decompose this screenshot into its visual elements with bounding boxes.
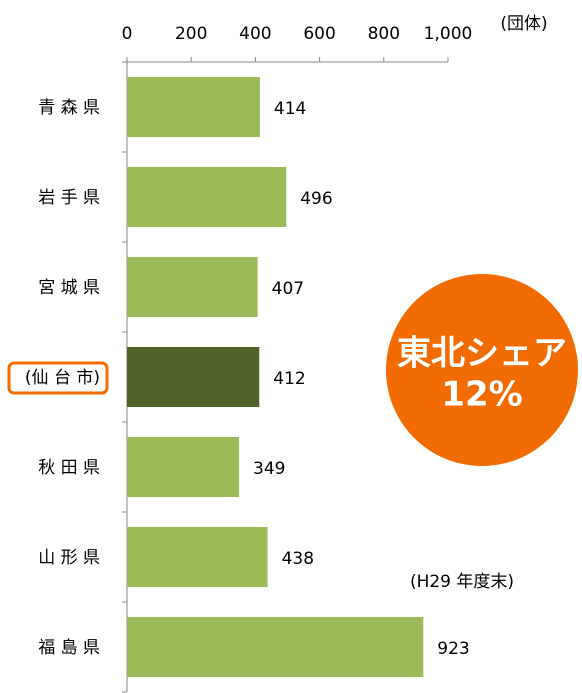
y-tick-label: 岩 手 県 [38, 188, 100, 208]
bar [127, 77, 260, 137]
y-tick-label: 宮 城 県 [38, 278, 100, 298]
unit-label: (団体) [500, 14, 547, 34]
value-label: 923 [437, 639, 469, 659]
x-tick-label: 0 [122, 24, 133, 44]
bar [127, 437, 240, 497]
x-tick-label: 1,000 [424, 24, 473, 44]
bar [127, 527, 268, 587]
y-tick-label: (仙 台 市) [25, 368, 100, 388]
annotation: 東北シェア [397, 334, 567, 374]
y-tick-label: 秋 田 県 [38, 458, 100, 478]
annotation: 12% [441, 375, 522, 415]
value-label: 438 [282, 549, 314, 569]
bar [127, 167, 287, 227]
annotation-circle [386, 274, 578, 466]
y-tick-label: 山 形 県 [38, 548, 100, 568]
bar [127, 347, 260, 407]
value-label: 412 [273, 369, 305, 389]
highlight-box [7, 361, 109, 395]
x-tick-label: 400 [239, 24, 271, 44]
value-label: 496 [300, 189, 332, 209]
bar [127, 257, 258, 317]
value-label: 349 [253, 459, 285, 479]
x-tick-label: 200 [175, 24, 207, 44]
y-tick-label: 青 森 県 [38, 98, 100, 118]
bar [127, 617, 424, 677]
x-tick-label: 800 [368, 24, 400, 44]
note: (H29 年度末) [410, 572, 514, 592]
y-tick-label: 福 島 県 [38, 638, 100, 658]
value-label: 407 [272, 279, 304, 299]
x-tick-label: 600 [303, 24, 335, 44]
value-label: 414 [274, 99, 306, 119]
